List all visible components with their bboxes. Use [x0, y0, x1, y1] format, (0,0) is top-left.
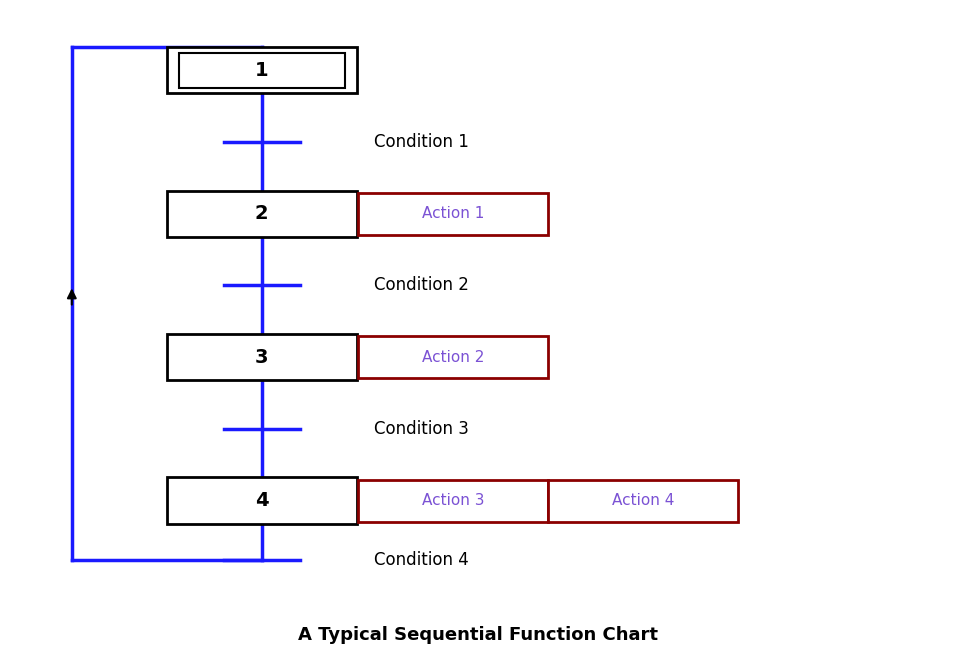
- Text: Action 1: Action 1: [422, 206, 484, 221]
- Text: Action 2: Action 2: [422, 350, 484, 364]
- Bar: [548, 479, 738, 522]
- Text: Action 4: Action 4: [612, 493, 674, 508]
- Bar: [358, 479, 548, 522]
- Bar: [167, 334, 356, 381]
- Text: 2: 2: [255, 204, 268, 223]
- Text: Condition 2: Condition 2: [374, 277, 469, 295]
- Text: Condition 3: Condition 3: [374, 420, 469, 438]
- Bar: [167, 190, 356, 237]
- Bar: [167, 477, 356, 524]
- Bar: [358, 193, 548, 235]
- Text: Action 3: Action 3: [422, 493, 484, 508]
- Text: 1: 1: [255, 61, 268, 80]
- Bar: [167, 47, 356, 94]
- Bar: [358, 336, 548, 378]
- Bar: [179, 53, 345, 88]
- Text: Condition 4: Condition 4: [374, 551, 469, 569]
- Text: Condition 1: Condition 1: [374, 133, 469, 151]
- Text: 4: 4: [255, 491, 268, 510]
- Text: A Typical Sequential Function Chart: A Typical Sequential Function Chart: [298, 626, 657, 644]
- Text: 3: 3: [255, 348, 268, 367]
